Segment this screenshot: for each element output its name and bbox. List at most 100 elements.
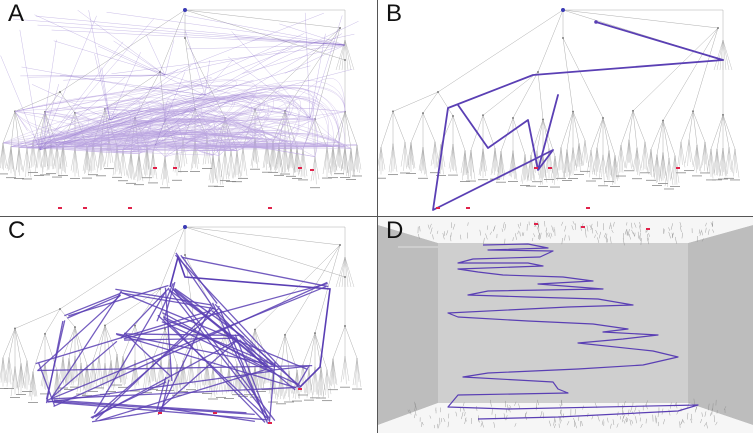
path-edge <box>268 361 276 423</box>
tree-edge <box>22 147 28 173</box>
tree-node <box>254 328 256 331</box>
tree-edge <box>320 367 322 396</box>
tree-edge <box>427 224 430 230</box>
tree-edge <box>628 139 630 163</box>
tree-edge <box>241 147 244 176</box>
tree-edge <box>298 148 304 175</box>
tree-edge <box>624 229 627 235</box>
path-edge <box>53 281 328 408</box>
tree-edge <box>2 328 16 358</box>
tree-edge <box>18 147 20 176</box>
tree-edge <box>680 141 686 168</box>
tree-edge <box>576 143 580 168</box>
tree-edge <box>455 411 458 417</box>
tree-edge <box>671 232 674 239</box>
tree-edge <box>122 149 128 176</box>
tree-edge <box>639 221 642 228</box>
bundle-edge <box>128 110 286 153</box>
tree-edge <box>346 148 352 173</box>
tree-edge <box>2 142 8 166</box>
tree-edge <box>437 423 439 429</box>
tree-edge <box>56 146 60 176</box>
tree-edge <box>182 360 185 390</box>
tree-edge <box>486 225 489 230</box>
tree-edge <box>432 141 436 165</box>
tree-edge <box>452 144 454 171</box>
tree-edge <box>548 232 551 239</box>
tree-edge <box>601 154 604 178</box>
tree-edge <box>418 147 424 171</box>
tree-edge <box>356 144 358 172</box>
tree-edge <box>314 333 328 370</box>
tree-edge <box>594 234 596 238</box>
tree-edge <box>684 139 690 164</box>
bundle-edge <box>204 21 359 96</box>
path-edge <box>47 370 273 403</box>
tree-edge <box>82 364 88 391</box>
tree-edge <box>627 229 630 236</box>
tree-edge <box>422 91 439 114</box>
tree-edge <box>464 150 470 181</box>
tree-edge <box>610 423 612 429</box>
tree-edge <box>324 147 328 170</box>
tree-edge <box>564 149 568 179</box>
tree-edge <box>130 152 132 179</box>
path-start <box>594 20 598 24</box>
tree-edge <box>712 229 714 233</box>
tree-edge <box>18 363 22 391</box>
tree-edge <box>304 369 310 394</box>
path-edge <box>91 307 220 419</box>
tree-edge <box>602 154 605 185</box>
tree-edge <box>490 399 492 407</box>
tree-edge <box>620 145 624 173</box>
tree-edge <box>218 155 221 185</box>
tree-edge <box>613 155 616 183</box>
tree-edge <box>238 147 244 174</box>
tree-edge <box>482 148 486 177</box>
bundle-edge <box>26 143 94 149</box>
tree-edge <box>166 359 170 386</box>
tree-edge <box>692 27 719 112</box>
tree-edge <box>668 157 671 181</box>
tree-edge <box>392 143 396 170</box>
tree-edge <box>589 224 592 229</box>
tree-edge <box>710 114 724 149</box>
tree-edge <box>647 233 649 241</box>
tree-edge <box>164 156 170 184</box>
tree-edge <box>632 27 719 112</box>
tree-edge <box>464 417 467 425</box>
tree-edge <box>430 141 436 166</box>
tree-edge <box>152 151 156 176</box>
tree-edge <box>542 155 548 183</box>
tree-edge <box>602 117 616 156</box>
tree-edge <box>702 141 706 166</box>
tree-edge <box>722 39 727 71</box>
tree-edge <box>545 230 548 238</box>
tree-edge <box>504 224 506 231</box>
bundle-edge <box>14 85 261 151</box>
tree-edge <box>86 147 89 175</box>
highlight-marker <box>581 226 585 228</box>
bundle-edge <box>12 18 346 46</box>
tree-edge <box>212 367 216 397</box>
tree-edge <box>482 148 485 172</box>
tree-edge <box>328 146 334 169</box>
tree-edge <box>443 417 446 422</box>
tree-layout <box>378 8 740 190</box>
tree-edge <box>590 223 593 231</box>
tree-edge <box>699 229 702 236</box>
tree-edge <box>596 147 600 173</box>
tree-edge <box>160 359 164 388</box>
tree-edge <box>31 371 34 401</box>
tree-edge <box>609 222 611 230</box>
tree-edge <box>590 149 593 175</box>
tree-edge <box>724 147 730 175</box>
tree-edge <box>524 154 526 180</box>
tree-edge <box>700 141 706 169</box>
tree-edge <box>410 142 414 169</box>
tree-edge <box>122 356 128 380</box>
tree-edge <box>480 148 484 176</box>
tree-edge <box>544 221 546 227</box>
tree-edge <box>344 325 358 359</box>
tree-edge <box>550 232 553 237</box>
